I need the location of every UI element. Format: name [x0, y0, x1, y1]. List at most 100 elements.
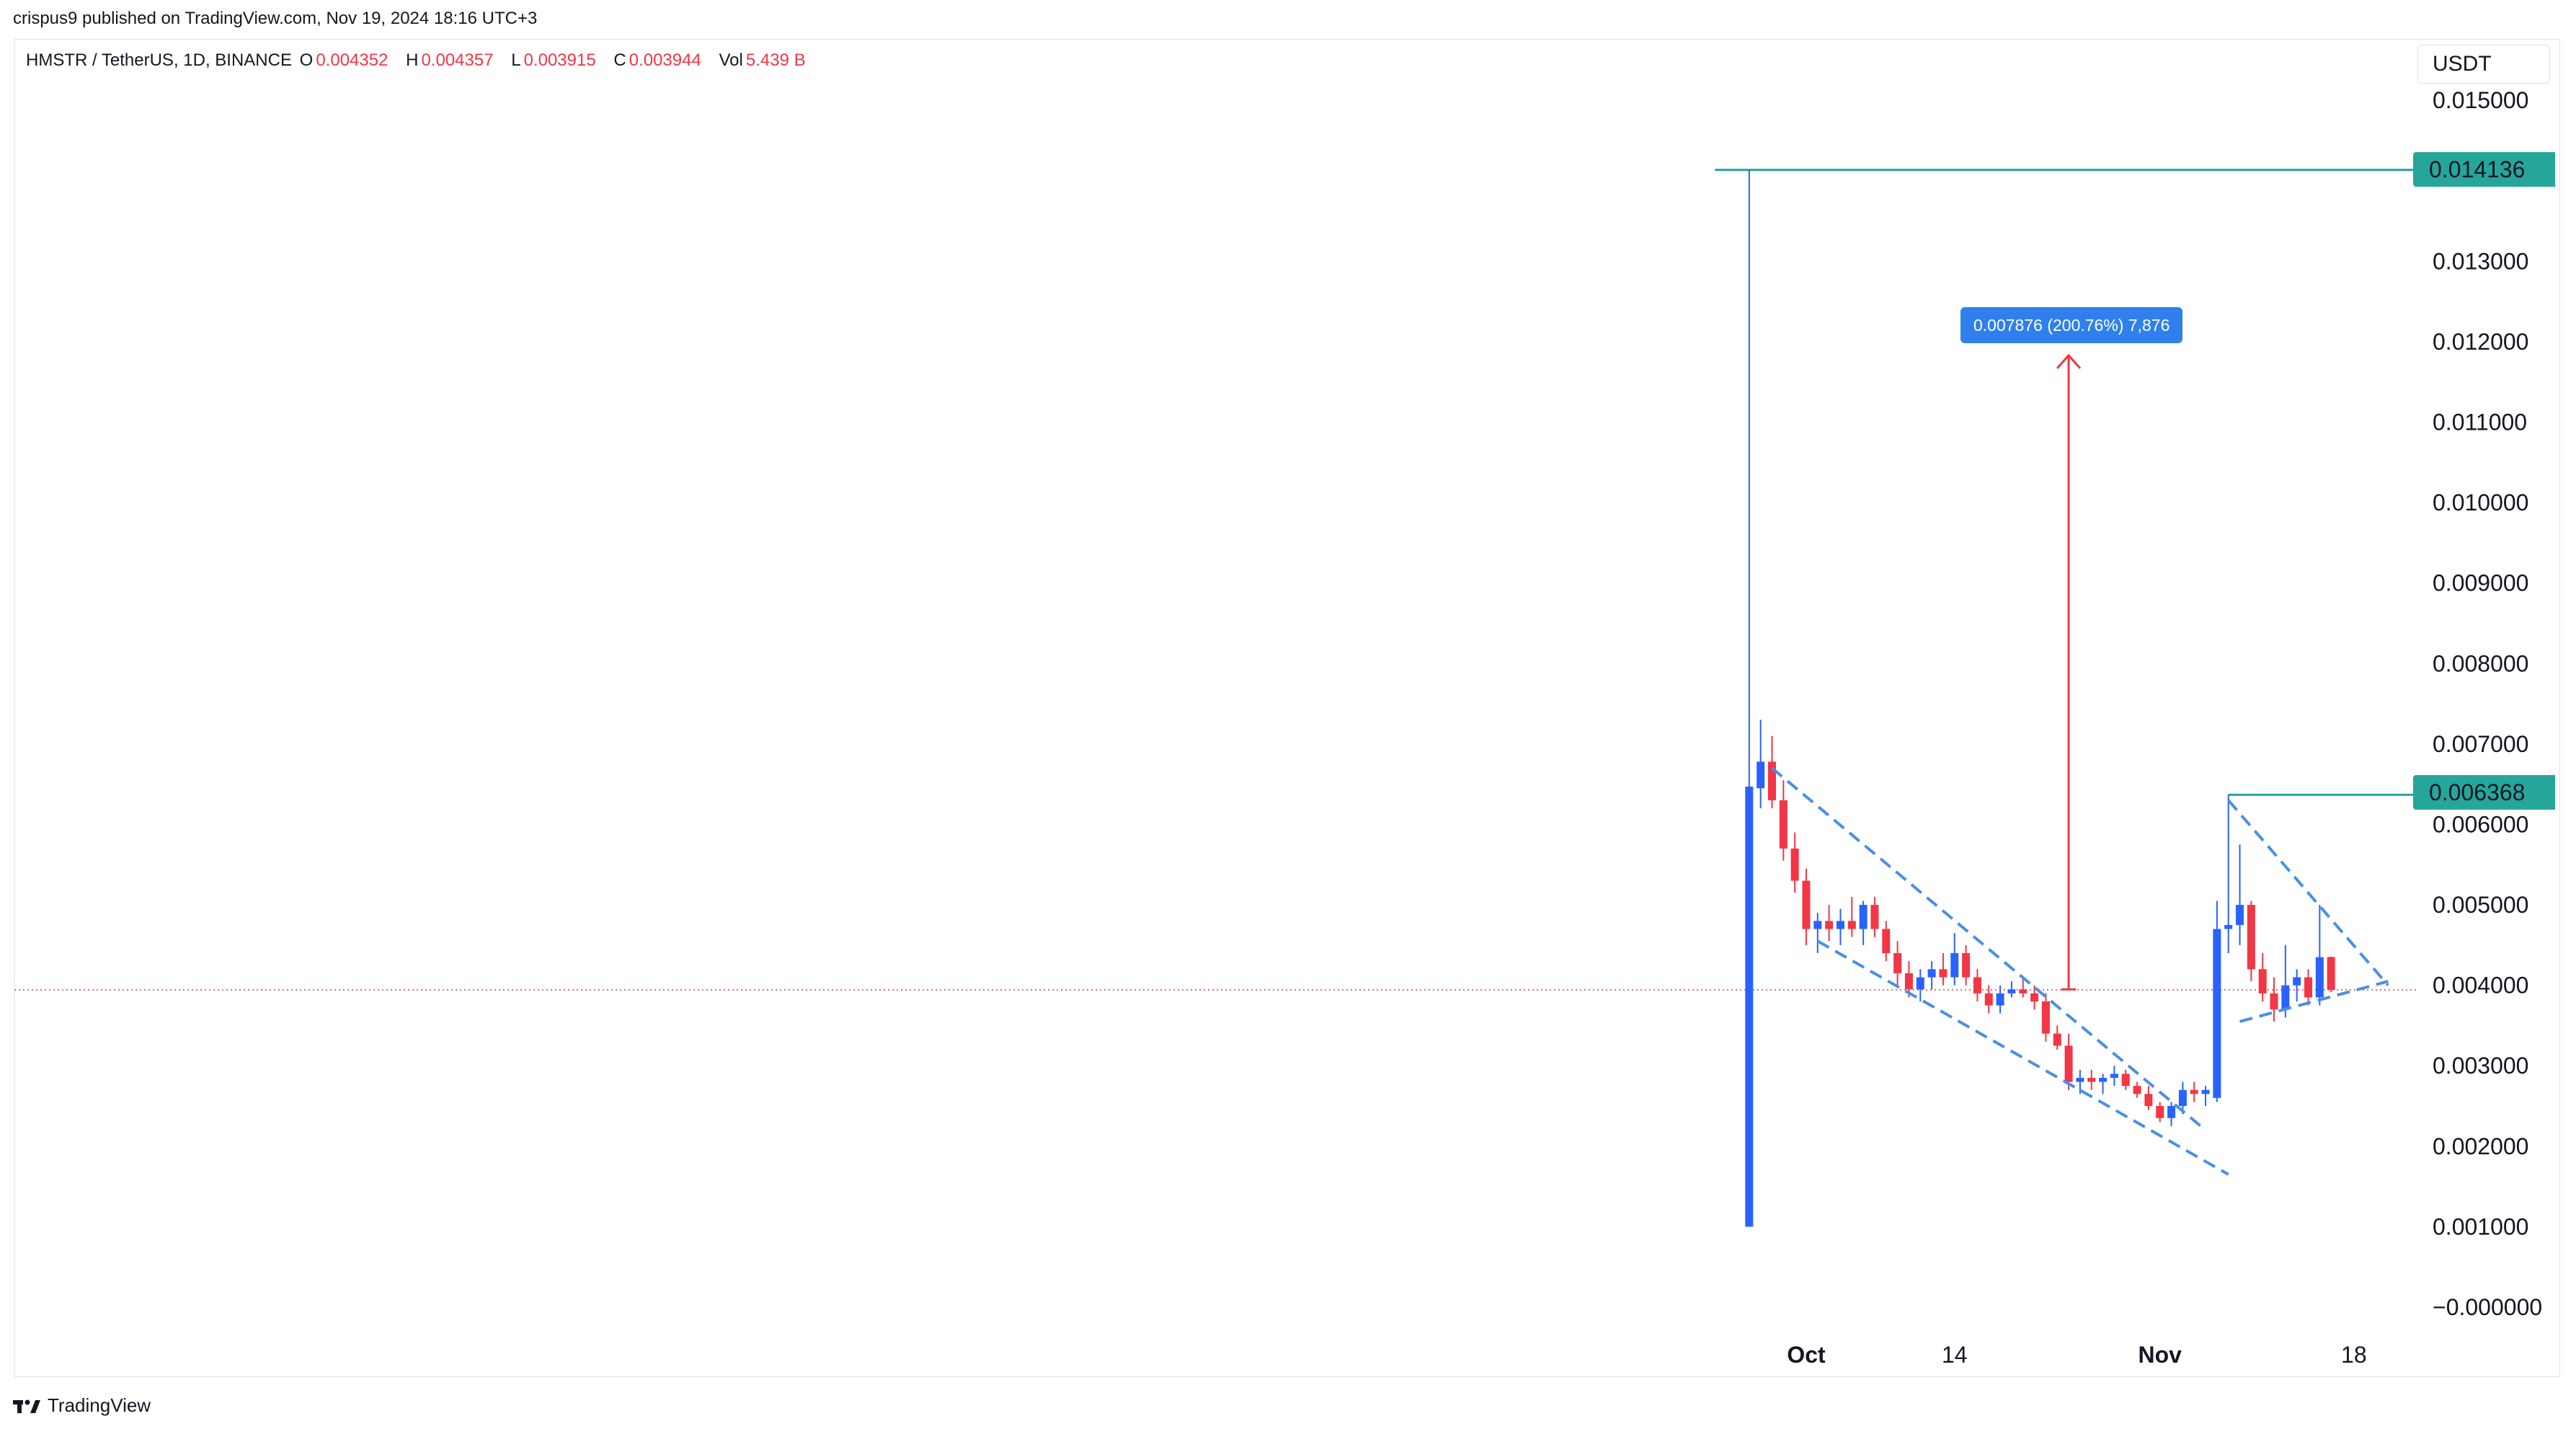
candle-2024-10-26 [2087, 1069, 2096, 1090]
brand-name: TradingView [48, 1394, 151, 1416]
close-label: C [613, 50, 626, 70]
price-tag-high: 0.014136 [2413, 152, 2555, 187]
candle-2024-10-28 [2110, 1066, 2118, 1087]
candle-2024-10-08 [1882, 921, 1891, 962]
high-label: H [406, 50, 419, 70]
candle-2024-11-16 [2327, 956, 2335, 993]
channel-line-1 [1816, 939, 2229, 1176]
candle-2024-10-15 [1962, 944, 1971, 986]
y-tick-label: 0.008000 [2433, 650, 2528, 676]
candle-2024-11-03 [2178, 1081, 2187, 1115]
close-value: 0.003944 [629, 50, 701, 70]
candle-body [2167, 1106, 2176, 1118]
y-tick-label: 0.002000 [2433, 1133, 2528, 1159]
candle-2024-11-10 [2258, 953, 2267, 1001]
candle-2024-10-22 [2041, 993, 2050, 1042]
candle-2024-11-06 [2213, 901, 2221, 1102]
candle-2024-10-05 [1847, 896, 1856, 937]
candle-body [2315, 957, 2324, 998]
currency-selector[interactable]: USDT [2417, 45, 2550, 84]
candle-2024-11-15 [2315, 905, 2324, 1006]
candle-2024-11-01 [2156, 1102, 2164, 1123]
candle-2024-10-24 [2064, 1033, 2073, 1090]
price-tag-mid: 0.006368 [2413, 775, 2555, 810]
volume-label: Vol [719, 50, 743, 70]
y-tick-label: 0.005000 [2433, 892, 2528, 918]
candle-body [2041, 1001, 2050, 1034]
candle-body [1973, 977, 1981, 994]
candle-2024-10-03 [1825, 905, 1834, 942]
candle-2024-10-27 [2099, 1074, 2108, 1094]
candle-2024-11-11 [2270, 977, 2278, 1022]
candle-2024-09-30 [1790, 832, 1799, 893]
channel-lines-layer [1771, 766, 2389, 1176]
candle-body [1916, 977, 1924, 990]
candle-body [1836, 921, 1844, 929]
candle-body [2258, 969, 2267, 994]
x-tick-label: Oct [1787, 1342, 1826, 1368]
candle-body [2213, 929, 2221, 1098]
brand[interactable]: TradingView [13, 1394, 151, 1417]
y-tick-label: 0.009000 [2433, 570, 2528, 596]
publish-caption: crispus9 published on TradingView.com, N… [13, 9, 538, 28]
y-tick-label: 0.006000 [2433, 811, 2528, 837]
candle-body [2236, 905, 2244, 925]
candle-body [1859, 905, 1867, 929]
candle-2024-11-09 [2247, 901, 2255, 982]
candle-body [1927, 969, 1936, 978]
candle-2024-09-28 [1768, 735, 1777, 809]
candle-body [2007, 989, 2016, 994]
candle-2024-10-20 [2019, 977, 2028, 998]
measure-label: 0.007876 (200.76%) 7,876 [1960, 307, 2183, 343]
symbol-name[interactable]: HMSTR / TetherUS, 1D, BINANCE [26, 50, 292, 70]
candle-body [1870, 905, 1879, 929]
candle-body [1950, 953, 1959, 978]
candle-2024-11-04 [2190, 1081, 2198, 1102]
low-value: 0.003915 [523, 50, 596, 70]
symbol-legend[interactable]: HMSTR / TetherUS, 1D, BINANCE O 0.004352 … [26, 50, 819, 71]
candle-body [2019, 989, 2028, 994]
y-tick-label: 0.012000 [2433, 329, 2528, 355]
candle-body [2190, 1089, 2198, 1094]
candle-2024-10-30 [2133, 1081, 2141, 1098]
candle-body [1813, 921, 1822, 929]
candle-2024-10-13 [1939, 953, 1947, 986]
candle-body [1779, 800, 1787, 849]
candle-2024-11-08 [2236, 844, 2244, 945]
candle-body [2156, 1106, 2164, 1118]
chart-pane[interactable] [14, 39, 2560, 1377]
candle-body [1745, 787, 1754, 1227]
candle-body [2293, 977, 2301, 986]
channel-line-0 [1771, 766, 2207, 1132]
y-tick-label: 0.013000 [2433, 248, 2528, 274]
candle-body [1847, 921, 1856, 929]
candle-body [2110, 1074, 2118, 1078]
candle-body [1962, 953, 1971, 978]
candle-2024-10-16 [1973, 969, 1981, 1001]
candle-2024-10-02 [1813, 913, 1822, 954]
candle-2024-11-13 [2293, 969, 2301, 1001]
y-tick-label: 0.011000 [2433, 410, 2527, 435]
candle-2024-10-21 [2030, 985, 2039, 1010]
candle-2024-11-14 [2304, 969, 2313, 1006]
candle-body [2087, 1077, 2096, 1082]
candle-2024-10-18 [1996, 985, 2004, 1014]
candle-body [2247, 905, 2255, 970]
x-tick-label: 14 [1942, 1342, 1968, 1368]
high-value: 0.004357 [421, 50, 494, 70]
y-tick-label: 0.001000 [2433, 1213, 2528, 1239]
horizontal-line-layer [1715, 169, 2416, 796]
candle-body [1996, 993, 2004, 1006]
y-tick-label: 0.007000 [2433, 731, 2528, 757]
candle-body [2030, 993, 2039, 1001]
candle-body [2304, 977, 2313, 998]
candle-body [1790, 848, 1799, 881]
price-axis: 0.015000 0.013000 0.012000 0.011000 0.010000… [2433, 87, 2542, 1320]
y-tick-label: −0.000000 [2433, 1294, 2542, 1320]
low-label: L [511, 50, 521, 70]
volume-value: 5.439 B [745, 50, 806, 70]
candle-2024-09-29 [1779, 780, 1787, 861]
candle-body [1893, 953, 1902, 973]
candle-2024-10-23 [2053, 1025, 2061, 1050]
